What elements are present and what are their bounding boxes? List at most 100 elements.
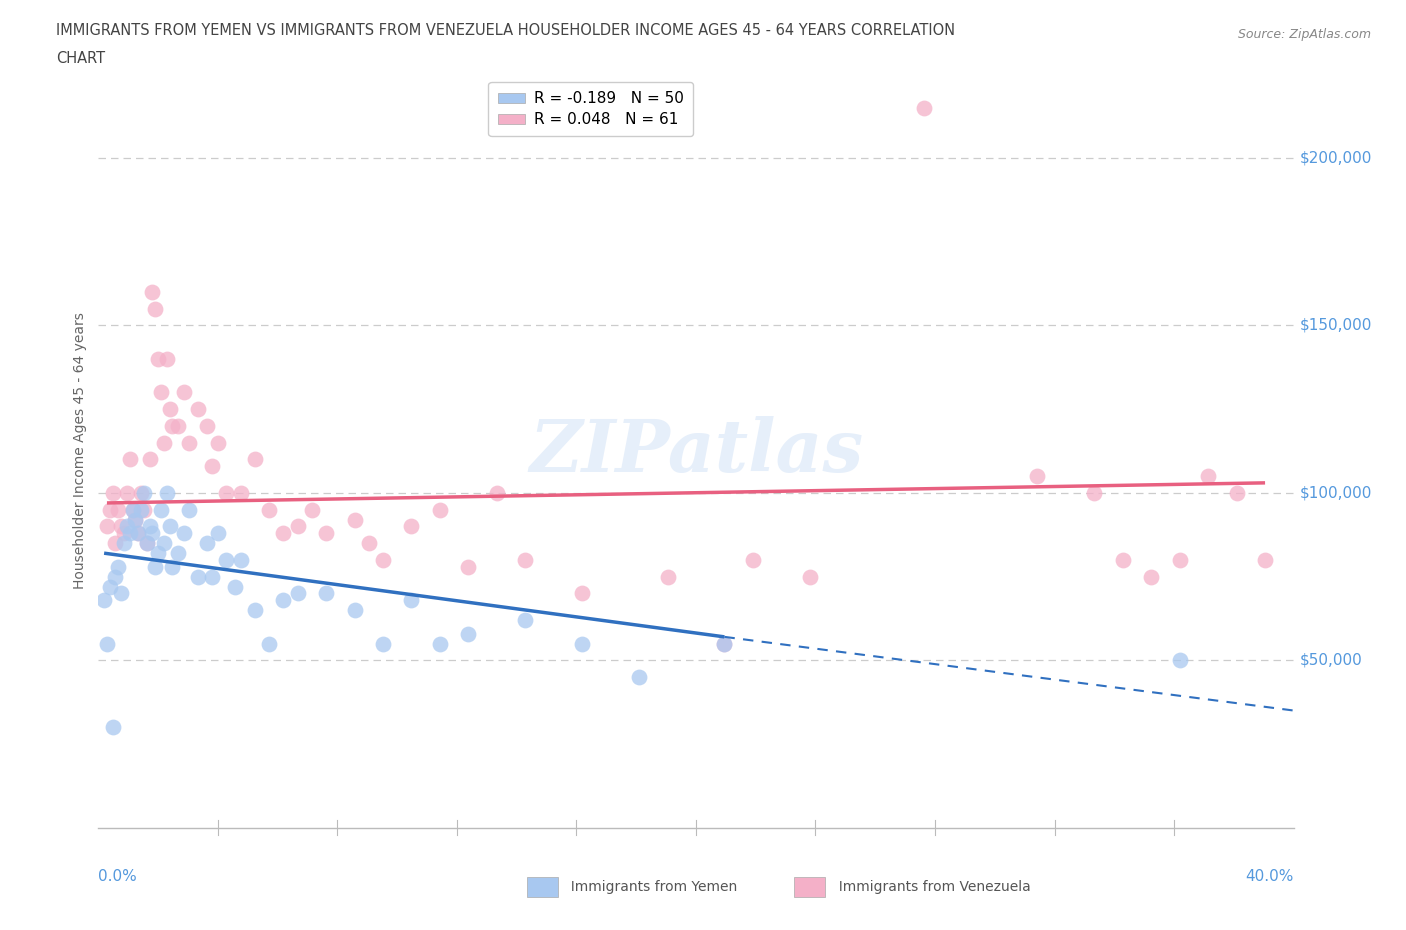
Point [315, 525, 337, 540]
Point [571, 636, 593, 651]
Point [148, 546, 170, 561]
Point [229, 552, 252, 567]
Point [127, 525, 149, 540]
Text: IMMIGRANTS FROM YEMEN VS IMMIGRANTS FROM VENEZUELA HOUSEHOLDER INCOME AGES 45 - : IMMIGRANTS FROM YEMEN VS IMMIGRANTS FROM… [56, 23, 955, 38]
Point [195, 536, 218, 551]
Point [138, 519, 160, 534]
Point [571, 586, 593, 601]
Point [343, 603, 366, 618]
Point [162, 559, 184, 574]
Text: CHART: CHART [56, 51, 105, 66]
Point [150, 502, 173, 517]
Point [1226, 485, 1249, 500]
Point [1083, 485, 1105, 500]
Point [135, 536, 157, 551]
Point [243, 452, 266, 467]
Point [104, 536, 127, 551]
Point [287, 586, 309, 601]
Point [301, 502, 323, 517]
Point [1112, 552, 1135, 567]
Legend: R = -0.189   N = 50, R = 0.048   N = 61: R = -0.189 N = 50, R = 0.048 N = 61 [488, 82, 693, 137]
Point [173, 525, 195, 540]
Point [457, 626, 479, 641]
Text: Source: ZipAtlas.com: Source: ZipAtlas.com [1237, 28, 1371, 41]
Point [215, 485, 238, 500]
Point [167, 418, 190, 433]
Point [132, 502, 155, 517]
Point [713, 636, 735, 651]
Point [98, 579, 121, 594]
Point [112, 525, 135, 540]
Point [912, 100, 935, 115]
Point [129, 502, 152, 517]
Point [143, 559, 166, 574]
Point [138, 452, 160, 467]
Point [201, 569, 224, 584]
Point [115, 485, 138, 500]
Point [201, 458, 224, 473]
Point [741, 552, 763, 567]
Point [1140, 569, 1163, 584]
Point [124, 512, 146, 527]
Point [179, 435, 201, 450]
Point [101, 720, 124, 735]
Point [118, 525, 141, 540]
Point [135, 536, 157, 551]
Point [179, 502, 201, 517]
Point [1026, 469, 1049, 484]
Point [110, 519, 132, 534]
Point [429, 502, 451, 517]
Point [401, 592, 423, 607]
Text: $100,000: $100,000 [1299, 485, 1372, 500]
Point [273, 592, 295, 607]
Point [115, 519, 138, 534]
Point [153, 435, 176, 450]
Point [371, 636, 394, 651]
Text: Immigrants from Venezuela: Immigrants from Venezuela [830, 880, 1031, 895]
Point [159, 402, 181, 417]
Point [153, 536, 176, 551]
Point [187, 402, 209, 417]
Point [96, 636, 118, 651]
Point [287, 519, 309, 534]
Point [141, 285, 163, 299]
Point [1254, 552, 1277, 567]
Point [141, 525, 163, 540]
Text: $50,000: $50,000 [1299, 653, 1362, 668]
Point [315, 586, 337, 601]
Point [112, 536, 135, 551]
Point [1168, 552, 1191, 567]
Point [457, 559, 479, 574]
Point [93, 592, 115, 607]
Point [121, 502, 143, 517]
Point [187, 569, 209, 584]
Point [628, 670, 651, 684]
Point [401, 519, 423, 534]
Point [156, 485, 179, 500]
Point [143, 301, 166, 316]
Point [243, 603, 266, 618]
Point [343, 512, 366, 527]
Point [96, 519, 118, 534]
Point [799, 569, 821, 584]
Point [1197, 469, 1219, 484]
Text: ZIPatlas: ZIPatlas [529, 416, 863, 486]
Point [148, 352, 170, 366]
Point [207, 525, 229, 540]
Point [150, 385, 173, 400]
Point [215, 552, 238, 567]
Point [173, 385, 195, 400]
Point [104, 569, 127, 584]
Point [207, 435, 229, 450]
Text: 0.0%: 0.0% [98, 870, 138, 884]
Point [657, 569, 679, 584]
Point [110, 586, 132, 601]
Point [162, 418, 184, 433]
Point [107, 559, 129, 574]
Point [156, 352, 179, 366]
Text: 40.0%: 40.0% [1246, 870, 1294, 884]
Point [713, 636, 735, 651]
Point [229, 485, 252, 500]
Point [515, 613, 537, 628]
Text: $150,000: $150,000 [1299, 318, 1372, 333]
